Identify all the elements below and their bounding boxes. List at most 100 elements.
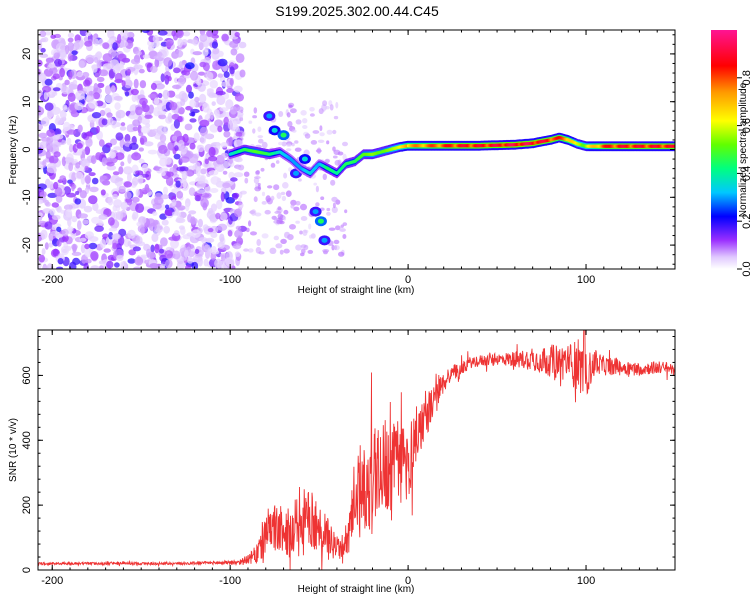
scatter-speckle (300, 203, 307, 211)
noise-speckle (211, 245, 217, 255)
x-tick-label: -100 (219, 575, 241, 587)
noise-speckle (57, 37, 66, 44)
noise-speckle (118, 228, 127, 237)
noise-speckle (221, 33, 229, 42)
noise-speckle (81, 254, 88, 264)
noise-speckle (173, 67, 181, 74)
noise-speckle (222, 182, 231, 189)
noise-speckle (86, 95, 92, 101)
scatter-speckle (238, 115, 244, 119)
noise-speckle (75, 90, 85, 101)
noise-speckle (42, 159, 47, 168)
noise-speckle (131, 94, 137, 103)
noise-speckle (200, 168, 207, 175)
noise-speckle (135, 170, 144, 176)
noise-speckle (114, 152, 125, 161)
noise-speckle (118, 185, 126, 193)
noise-speckle (171, 199, 177, 207)
noise-speckle (189, 99, 197, 108)
noise-speckle (46, 129, 56, 137)
noise-speckle (185, 202, 190, 212)
noise-speckle (176, 216, 184, 223)
noise-speckle (191, 229, 201, 238)
scatter-speckle (324, 158, 330, 164)
noise-speckle (192, 37, 199, 46)
noise-speckle (217, 125, 223, 133)
noise-speckle (88, 100, 98, 109)
noise-speckle (78, 60, 86, 69)
noise-speckle (75, 191, 80, 195)
noise-speckle (162, 89, 170, 100)
noise-speckle (152, 34, 159, 44)
noise-speckle (194, 96, 200, 103)
noise-speckle (199, 33, 208, 42)
noise-speckle (115, 132, 124, 141)
noise-speckle (157, 110, 167, 116)
noise-speckle (88, 195, 98, 205)
noise-speckle (164, 156, 172, 165)
noise-speckle (234, 229, 243, 239)
scatter-speckle (320, 196, 325, 200)
noise-speckle (199, 93, 207, 104)
noise-speckle (45, 201, 51, 207)
noise-speckle (38, 199, 44, 205)
noise-speckle (88, 90, 94, 96)
noise-speckle (205, 237, 215, 243)
scatter-speckle (281, 141, 287, 147)
noise-speckle (64, 157, 75, 163)
noise-speckle (210, 232, 218, 238)
scatter-speckle (302, 118, 308, 124)
noise-speckle (125, 75, 131, 83)
noise-speckle (60, 245, 69, 256)
scatter-speckle (256, 239, 262, 246)
noise-speckle (76, 71, 83, 78)
noise-speckle (216, 95, 226, 106)
noise-speckle (61, 156, 66, 167)
noise-speckle (160, 237, 168, 247)
noise-speckle (181, 39, 188, 45)
noise-speckle (198, 39, 205, 50)
noise-speckle (219, 253, 228, 258)
noise-speckle (71, 215, 78, 223)
scatter-speckle (325, 106, 330, 110)
noise-speckle (140, 126, 151, 134)
noise-speckle (178, 225, 185, 230)
noise-speckle (44, 102, 54, 111)
noise-speckle (116, 254, 124, 262)
noise-speckle (237, 95, 244, 101)
scatter-speckle (279, 249, 284, 255)
noise-speckle (159, 167, 169, 172)
noise-speckle (221, 152, 229, 159)
noise-speckle (126, 198, 132, 206)
noise-speckle (201, 192, 212, 199)
noise-speckle (133, 78, 139, 89)
noise-speckle (176, 191, 184, 199)
noise-speckle (156, 125, 167, 135)
scatter-speckle (312, 130, 320, 134)
noise-speckle (202, 62, 210, 71)
noise-speckle (108, 151, 117, 159)
noise-speckle (45, 139, 53, 150)
noise-speckle (109, 59, 120, 69)
noise-speckle (44, 221, 53, 230)
scatter-speckle (295, 200, 301, 206)
noise-speckle (114, 102, 121, 110)
scatter-speckle (280, 238, 287, 244)
noise-speckle (160, 73, 165, 83)
scatter-speckle (280, 191, 286, 196)
scatter-speckle (273, 184, 280, 191)
noise-speckle (48, 233, 54, 242)
noise-speckle (156, 51, 163, 58)
noise-speckle (126, 68, 131, 76)
noise-speckle (61, 228, 69, 237)
scatter-speckle (326, 140, 330, 145)
noise-speckle (230, 177, 238, 182)
noise-speckle (130, 58, 141, 65)
noise-speckle (232, 120, 238, 130)
noise-speckle (74, 171, 84, 180)
noise-speckle (206, 88, 214, 93)
noise-speckle (193, 132, 200, 142)
noise-speckle (91, 64, 98, 73)
noise-speckle (92, 92, 101, 100)
noise-speckle (182, 31, 191, 37)
